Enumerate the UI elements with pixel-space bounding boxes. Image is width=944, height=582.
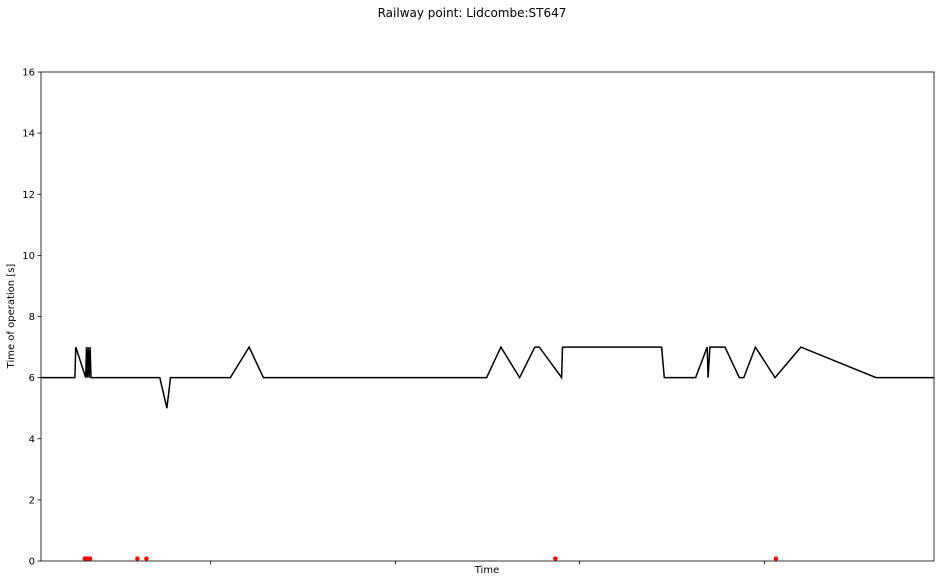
x-axis-label: Time [474,565,499,576]
y-tick-label: 2 [29,495,35,506]
series-line-0 [41,345,934,409]
chart-title: Railway point: Lidcombe:ST647 [378,6,567,20]
scatter-point [553,556,558,561]
scatter-point [135,556,140,561]
y-tick-label: 14 [22,129,35,140]
scatter-point [144,556,149,561]
plot-frame [40,71,935,562]
y-tick-label: 0 [29,557,35,568]
y-tick-label: 10 [22,251,35,262]
scatter-point [773,556,779,561]
y-tick-label: 12 [22,190,35,201]
plot-area: 0 2 4 6 8 10 12 14 16 [22,68,935,568]
y-axis-label: Time of operation [s] [6,264,17,370]
y-tick-label: 4 [29,434,35,445]
scatter-point [87,556,93,561]
y-tick-label: 8 [29,312,35,323]
y-tick-label: 16 [22,68,35,79]
y-tick-label: 6 [29,373,35,384]
